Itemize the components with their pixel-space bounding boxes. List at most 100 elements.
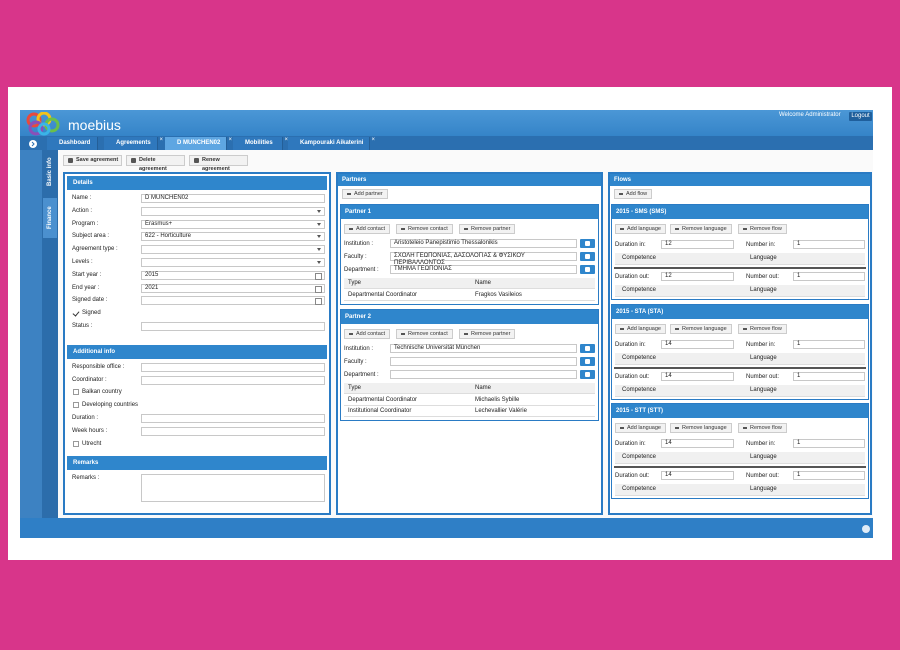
lookup-button[interactable]	[580, 252, 595, 261]
welcome-text: Welcome Administrator	[779, 112, 841, 118]
checkbox[interactable]	[73, 402, 79, 409]
text-input[interactable]: D MUNCHEN02	[141, 194, 325, 203]
field-value: 1	[797, 472, 801, 478]
flow-box: 2015 - STT (STT) Add language Remove langu…	[611, 403, 869, 499]
flow-action[interactable]: Remove language	[670, 224, 732, 234]
partner-action[interactable]: Add contact	[344, 224, 391, 234]
checkbox[interactable]	[73, 310, 79, 316]
add-partner-button[interactable]: Add partner	[342, 189, 388, 199]
form-row: Signed date :	[67, 294, 327, 307]
text-input[interactable]: 12	[661, 240, 734, 249]
date-input[interactable]: 2021	[141, 283, 325, 293]
date-input[interactable]	[141, 296, 325, 306]
lookup-button[interactable]	[580, 344, 595, 353]
flow-action[interactable]: Remove flow	[738, 224, 787, 234]
column-header: Competence	[622, 287, 657, 293]
text-input[interactable]: 14	[661, 471, 734, 480]
partner-action[interactable]: Remove contact	[396, 329, 453, 339]
field-value: 1	[797, 373, 801, 379]
table-row[interactable]: Institutional Coordinator Lechevallier Va…	[344, 406, 595, 417]
text-input[interactable]	[141, 375, 325, 385]
tab[interactable]: D MUNCHEN02 ×	[165, 137, 232, 150]
text-input[interactable]: 1	[793, 340, 865, 349]
text-input[interactable]: 1	[793, 372, 865, 381]
flow-action[interactable]: Add language	[615, 423, 666, 433]
lookup-button[interactable]	[580, 265, 595, 274]
table-row[interactable]: Departmental Coordinator Fragkos Vasileio…	[344, 290, 595, 301]
text-input[interactable]: 12	[661, 272, 734, 281]
partner-action[interactable]: Remove partner	[459, 329, 516, 339]
tab-close[interactable]: ×	[284, 137, 288, 143]
text-input[interactable]: 1	[793, 240, 865, 249]
flow-action[interactable]: Remove language	[670, 324, 732, 334]
text-input[interactable]	[141, 413, 325, 423]
flow-action[interactable]: Add language	[615, 224, 666, 234]
flow-action[interactable]: Remove flow	[738, 324, 787, 334]
text-input[interactable]: Aristoteleio Panepistimio Thessalonikis	[390, 239, 577, 248]
tab[interactable]: Agreements ×	[104, 137, 163, 150]
tab[interactable]: Dashboard	[47, 137, 98, 150]
text-input[interactable]	[390, 357, 577, 366]
table-cell: Lechevallier Valérie	[475, 408, 527, 414]
nav-toggle[interactable]	[28, 139, 38, 149]
field-value: ΣΧΟΛΗ ΓΕΩΠΟΝΙΑΣ, ΔΑΣΟΛΟΓΙΑΣ & ΦΥΣΙΚΟΥ ΠΕ…	[394, 253, 525, 266]
select-input[interactable]	[141, 206, 325, 216]
field-value: 2015	[145, 271, 159, 278]
lookup-button[interactable]	[580, 239, 595, 248]
tab-close[interactable]: ×	[228, 137, 232, 143]
tab-close[interactable]: ×	[371, 137, 375, 143]
tab[interactable]: Mobilities ×	[233, 137, 288, 150]
partner-action[interactable]: Add contact	[344, 329, 391, 339]
field-value: ΤΜΗΜΑ ΓΕΩΠΟΝΙΑΣ	[394, 266, 452, 272]
field-label: Department :	[344, 372, 379, 378]
text-input[interactable]: 14	[661, 372, 734, 381]
flow-action[interactable]: Remove flow	[738, 423, 787, 433]
text-input[interactable]	[141, 362, 325, 372]
text-input[interactable]: 1	[793, 272, 865, 281]
field-label: Department :	[344, 267, 379, 273]
logout-button[interactable]: Logout	[849, 112, 872, 121]
select-input[interactable]	[141, 257, 325, 267]
text-input[interactable]	[390, 370, 577, 379]
text-input[interactable]: 1	[793, 439, 865, 448]
field-value: 12	[665, 273, 672, 279]
flow-action[interactable]: Add language	[615, 324, 666, 334]
select-input[interactable]	[141, 245, 325, 255]
scroll-top[interactable]	[861, 524, 871, 534]
lookup-button[interactable]	[580, 357, 595, 366]
side-tab[interactable]: Finance	[43, 198, 57, 238]
checkbox[interactable]	[73, 440, 79, 447]
toolbar-button[interactable]: Renew agreement	[189, 155, 248, 172]
field-label: Number in:	[746, 242, 776, 248]
checkbox[interactable]	[73, 389, 79, 396]
toolbar-button[interactable]: Delete agreement	[126, 155, 185, 172]
add-flow-button[interactable]: Add flow	[614, 189, 653, 199]
text-input[interactable]: Technische Universität München	[390, 344, 577, 353]
tab[interactable]: Kampouraki Aikaterini ×	[288, 137, 375, 150]
partner-title: Partner 1	[341, 205, 598, 219]
text-input[interactable]	[141, 321, 325, 331]
field-label: Program :	[72, 220, 99, 227]
side-tab[interactable]: Basic info	[43, 152, 57, 192]
select-input[interactable]: 622 - Horticulture	[141, 232, 325, 242]
flow-action[interactable]: Remove language	[670, 423, 732, 433]
table-row[interactable]: Departmental Coordinator Michaelis Sybill…	[344, 395, 595, 406]
date-input[interactable]: 2015	[141, 270, 325, 280]
table-cell: Michaelis Sybille	[475, 397, 520, 403]
text-input[interactable]: ΣΧΟΛΗ ΓΕΩΠΟΝΙΑΣ, ΔΑΣΟΛΟΓΙΑΣ & ΦΥΣΙΚΟΥ ΠΕ…	[390, 252, 577, 266]
text-input[interactable]: 14	[661, 340, 734, 349]
text-input[interactable]: 1	[793, 471, 865, 480]
partner-action[interactable]: Remove partner	[459, 224, 516, 234]
textarea-input[interactable]	[141, 474, 325, 503]
text-input[interactable]	[141, 426, 325, 436]
toolbar-button[interactable]: Save agreement	[63, 155, 122, 166]
text-input[interactable]: ΤΜΗΜΑ ΓΕΩΠΟΝΙΑΣ	[390, 265, 577, 274]
text-input[interactable]: 14	[661, 439, 734, 448]
field-value: 14	[665, 341, 672, 347]
lookup-button[interactable]	[580, 370, 595, 379]
tab-close[interactable]: ×	[159, 137, 163, 143]
select-input[interactable]: Erasmus+	[141, 219, 325, 229]
field-value: 1	[797, 273, 801, 279]
partner-action[interactable]: Remove contact	[396, 224, 453, 234]
form-row: Responsible office :	[67, 361, 327, 374]
